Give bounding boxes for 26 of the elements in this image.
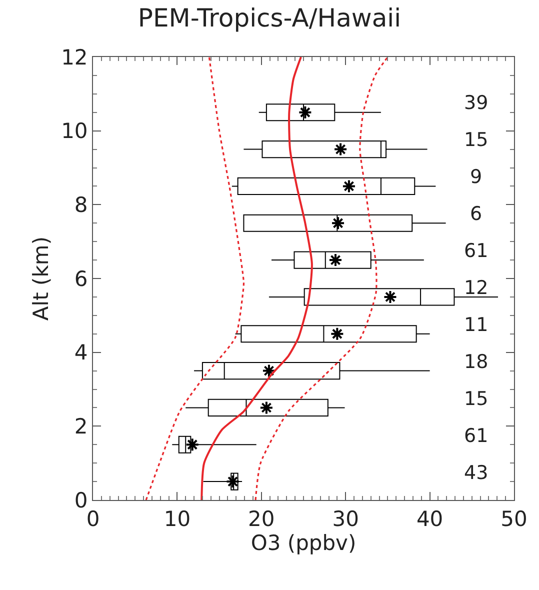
x-tick-label: 40 [416,507,444,532]
text: 15 [464,129,488,151]
y-tick-label: 6 [74,266,88,291]
x-axis-title: O3 (ppbv) [250,531,356,556]
text: 39 [464,92,488,114]
y-tick-label: 2 [74,414,88,439]
x-tick-label: 20 [248,507,275,532]
text: 9 [470,166,482,188]
y-tick-label: 4 [74,340,88,365]
text: 12 [464,277,488,299]
text: 61 [464,240,488,262]
x-tick-label: 30 [332,507,359,532]
x-tick-label: 10 [164,507,191,532]
y-tick-label: 10 [61,119,88,144]
text: 11 [464,314,488,336]
y-tick-label: 12 [61,45,88,70]
text: 6 [470,203,482,225]
text: 15 [464,388,488,410]
y-axis-title: Alt (km) [29,236,54,321]
y-tick-label: 8 [74,193,88,218]
y-tick-label: 0 [74,488,88,512]
text: 61 [464,425,488,447]
chart-title: PEM-Tropics-A/Hawaii [138,3,402,32]
x-tick-label: 50 [500,507,528,532]
text: 18 [464,351,488,373]
text: 43 [464,462,488,484]
